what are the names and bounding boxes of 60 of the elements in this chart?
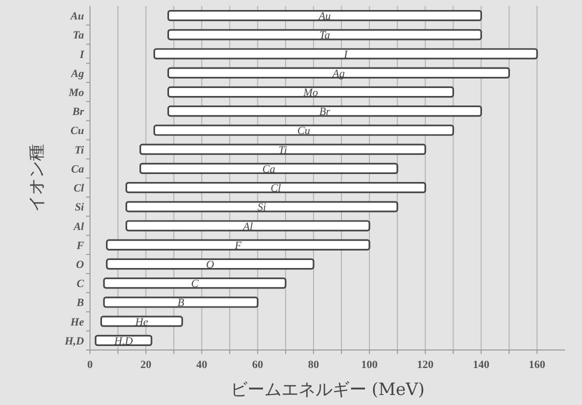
bar	[106, 239, 370, 250]
category-label: H,D	[114, 335, 133, 348]
category-label: Ti	[278, 144, 288, 156]
y-tick-label: Al	[72, 220, 85, 233]
x-tick-label: 160	[528, 359, 546, 371]
x-tick-label: 20	[140, 359, 152, 371]
x-tick-label: 0	[87, 359, 94, 371]
x-tick-label: 100	[361, 359, 378, 371]
y-tick-label: I	[78, 48, 85, 61]
bar	[153, 48, 538, 60]
category-label: Br	[319, 106, 330, 118]
bar	[126, 220, 370, 232]
y-tick-label: Au	[70, 10, 84, 23]
x-tick-label: 120	[417, 359, 434, 371]
bar	[126, 182, 426, 194]
bar	[153, 124, 454, 136]
category-label: Cl	[270, 182, 282, 195]
category-label: Cu	[297, 125, 310, 138]
y-tick-label: B	[76, 297, 84, 310]
category-label: Mo	[303, 87, 318, 99]
category-label: Au	[318, 10, 331, 23]
bar	[106, 258, 314, 270]
bar	[139, 144, 426, 155]
y-tick-label: Mo	[68, 87, 84, 99]
y-tick-label: He	[70, 316, 84, 328]
bar	[167, 106, 482, 117]
y-tick-label: Cl	[74, 182, 85, 195]
category-label: B	[177, 297, 184, 310]
y-tick-label: Br	[71, 106, 85, 118]
y-tick-label: Ti	[74, 144, 85, 156]
y-axis-title: イオン種	[27, 144, 47, 212]
category-label: O	[206, 259, 214, 271]
y-tick-label: Cu	[70, 125, 84, 138]
x-tick-label: 60	[252, 359, 264, 371]
bar	[167, 67, 510, 78]
x-tick-label: 40	[196, 359, 208, 371]
category-label: Ca	[262, 163, 276, 176]
category-label: Al	[242, 220, 253, 233]
category-label: F	[234, 240, 242, 252]
bar	[167, 29, 482, 40]
bar	[103, 296, 258, 308]
y-tick-label: Ta	[72, 30, 84, 42]
x-axis-title: ビームエネルギー (MeV)	[230, 380, 425, 400]
bar	[167, 10, 482, 22]
bar	[126, 201, 398, 212]
bar	[139, 162, 398, 174]
bar	[167, 86, 454, 98]
y-tick-label: O	[76, 259, 84, 271]
y-tick-label: H,D	[64, 335, 84, 348]
category-label: I	[344, 48, 348, 61]
x-tick-label: 80	[308, 359, 320, 371]
y-tick-label: Si	[74, 202, 85, 214]
x-tick-label: 140	[472, 359, 490, 371]
bar	[103, 278, 286, 289]
category-label: He	[135, 316, 148, 328]
bar	[100, 316, 184, 327]
y-tick-label: Ag	[70, 68, 84, 80]
y-tick-label: C	[76, 278, 85, 290]
y-tick-label: Ca	[71, 163, 84, 176]
y-tick-label: F	[76, 240, 85, 252]
